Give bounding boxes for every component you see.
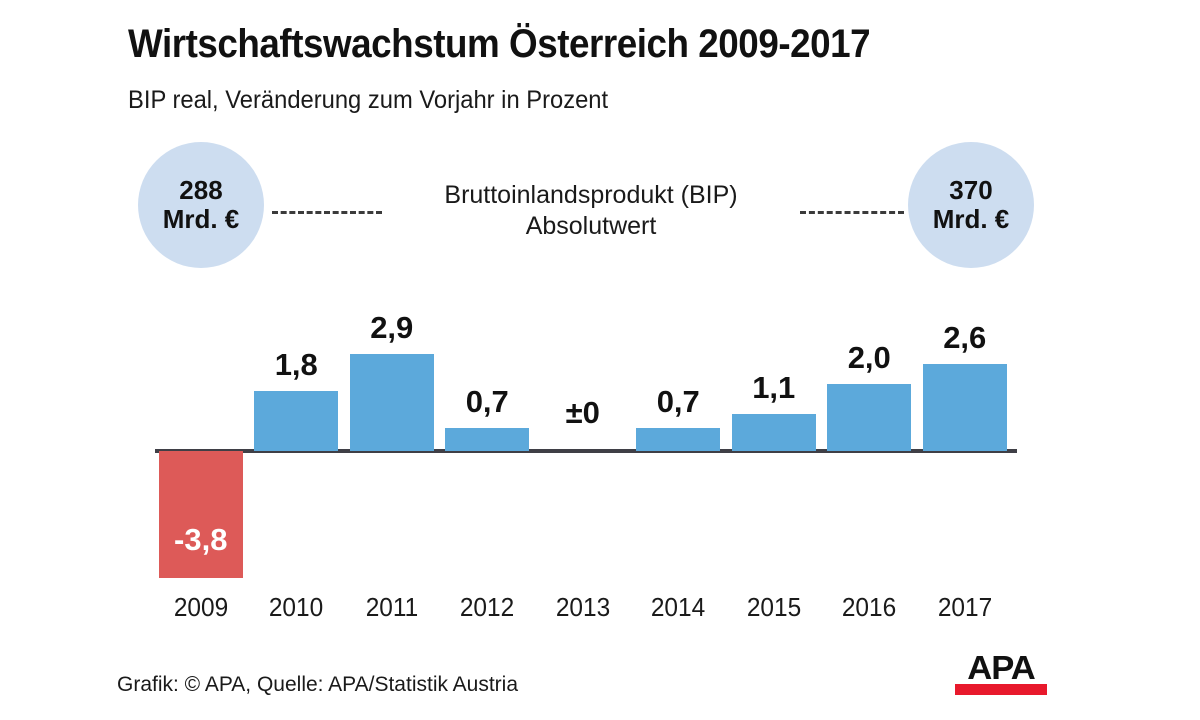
page-subtitle: BIP real, Veränderung zum Vorjahr in Pro… bbox=[128, 86, 609, 114]
bar-2009[interactable] bbox=[158, 451, 243, 579]
bar-label-2017: 2,6 bbox=[943, 319, 987, 355]
bubble-left-unit: Mrd. € bbox=[162, 204, 240, 234]
bar-label-2016: 2,0 bbox=[847, 340, 891, 375]
bar-label-2013: ±0 bbox=[565, 395, 600, 430]
bubble-gdp-2017: 370 Mrd. € bbox=[908, 142, 1034, 268]
bar-label-2015: 1,1 bbox=[752, 370, 796, 406]
bar-label-2011: 2,9 bbox=[370, 309, 414, 345]
source-note: Grafik: © APA, Quelle: APA/Statistik Aus… bbox=[117, 673, 519, 696]
zero-axis-line bbox=[155, 449, 1017, 453]
apa-logo: APA bbox=[955, 649, 1047, 696]
x-tick-2017: 2017 bbox=[937, 592, 992, 622]
bubble-gdp-2009: 288 Mrd. € bbox=[138, 142, 264, 268]
callout-band: 288 Mrd. € Bruttoinlandsprodukt (BIP) Ab… bbox=[0, 142, 1200, 284]
bar-label-2012: 0,7 bbox=[465, 383, 509, 419]
bar-label-2014: 0,7 bbox=[656, 383, 700, 419]
bar-2012[interactable] bbox=[445, 427, 530, 451]
apa-logo-underline bbox=[955, 684, 1047, 696]
callout-caption-line1: Bruttoinlandsprodukt (BIP) bbox=[444, 181, 738, 209]
bar-2010[interactable] bbox=[254, 390, 339, 451]
x-tick-2012: 2012 bbox=[460, 592, 515, 622]
bar-2016[interactable] bbox=[827, 384, 912, 451]
callout-caption-line2: Absolutwert bbox=[525, 211, 657, 240]
x-tick-2016: 2016 bbox=[842, 592, 897, 622]
x-tick-2014: 2014 bbox=[651, 592, 706, 622]
connector-line-right bbox=[800, 211, 904, 214]
bar-2017[interactable] bbox=[922, 363, 1007, 451]
bubble-left-value: 288 bbox=[179, 174, 223, 205]
bar-label-2010: 1,8 bbox=[274, 346, 318, 382]
x-tick-2009: 2009 bbox=[173, 592, 228, 622]
bar-2011[interactable] bbox=[349, 353, 434, 451]
bar-2015[interactable] bbox=[731, 414, 816, 451]
page-title: Wirtschaftswachstum Österreich 2009-2017 bbox=[128, 22, 871, 66]
x-tick-2011: 2011 bbox=[365, 592, 419, 622]
x-tick-2010: 2010 bbox=[269, 592, 324, 622]
bubble-right-value: 370 bbox=[949, 174, 993, 205]
bar-2014[interactable] bbox=[636, 427, 721, 451]
bar-label-2009: -3,8 bbox=[174, 522, 228, 558]
x-tick-2015: 2015 bbox=[746, 592, 801, 622]
callout-caption: Bruttoinlandsprodukt (BIP) Absolutwert bbox=[386, 180, 796, 241]
apa-logo-text: APA bbox=[967, 649, 1035, 686]
bubble-right-unit: Mrd. € bbox=[932, 204, 1010, 234]
x-tick-2013: 2013 bbox=[555, 592, 610, 622]
connector-line-left bbox=[272, 211, 382, 214]
